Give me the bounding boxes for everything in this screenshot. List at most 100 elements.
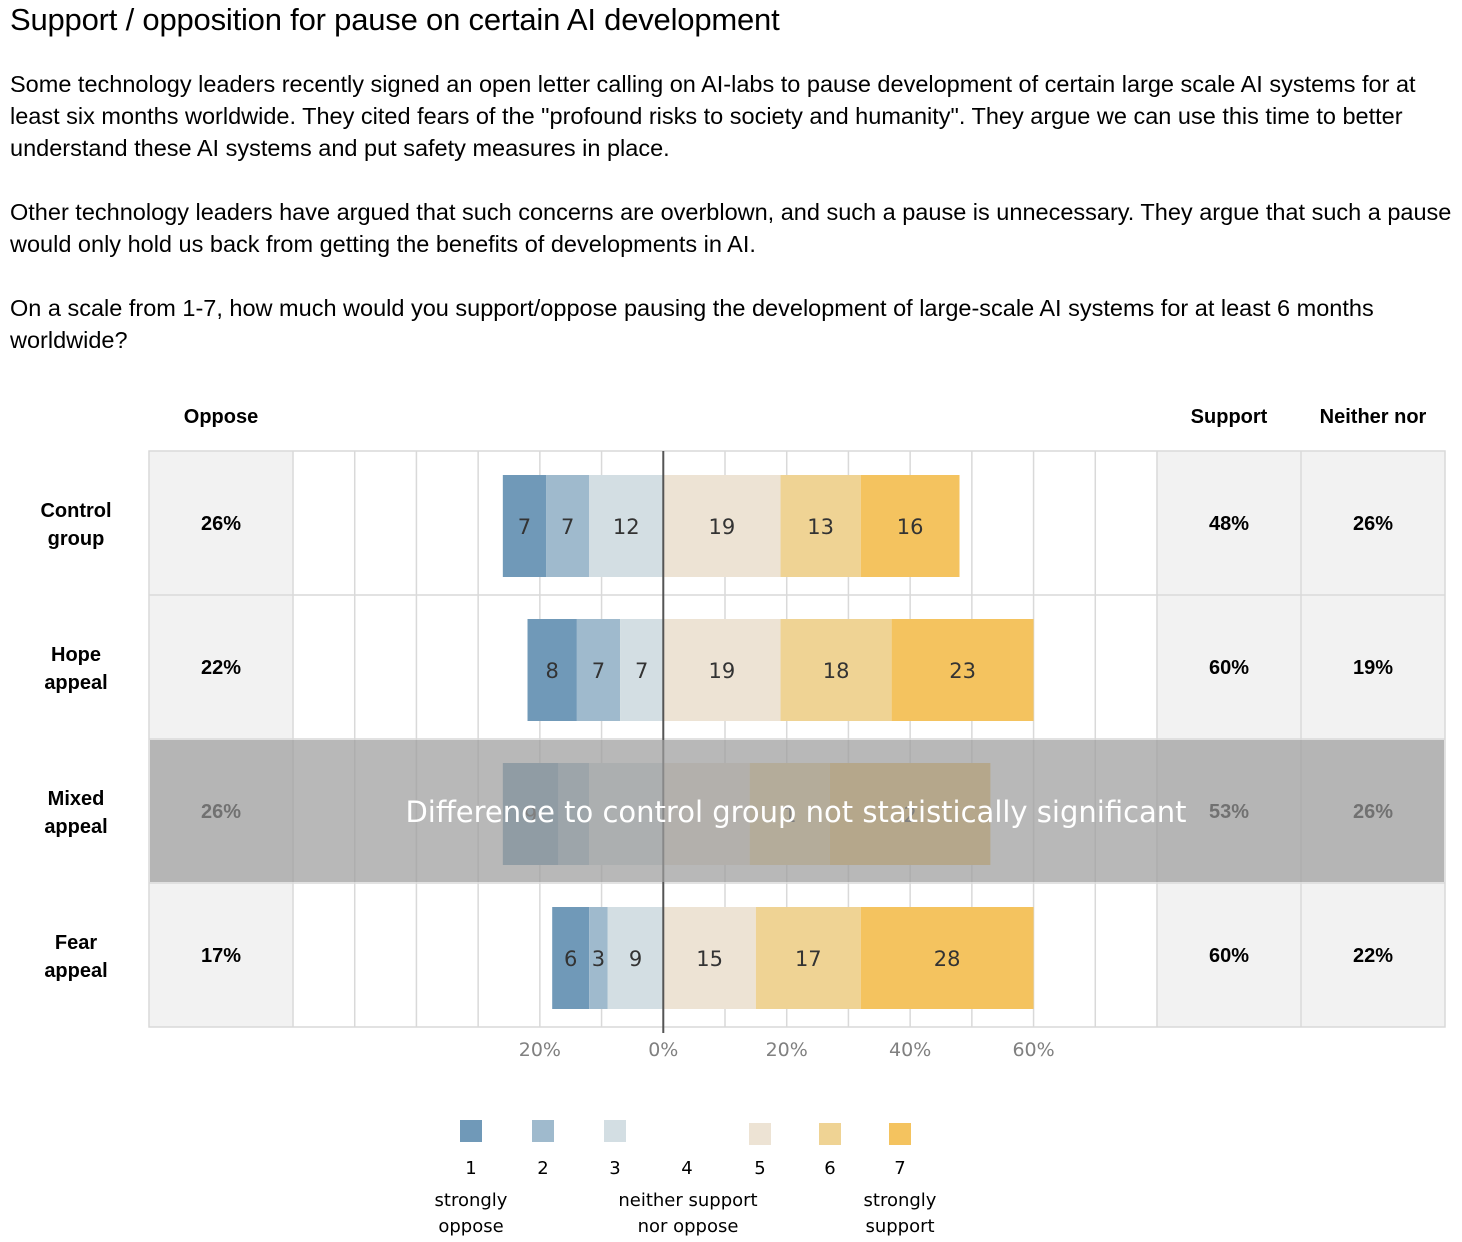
bar-segment — [780, 475, 861, 577]
legend-swatch — [604, 1120, 626, 1142]
bar-segment — [552, 907, 590, 1009]
support-percent: 60% — [1209, 657, 1249, 679]
bar-segment-label: 23 — [949, 659, 976, 683]
bar-segment-label: 7 — [561, 515, 574, 539]
legend-item: 4 neither support nor oppose — [618, 1158, 757, 1237]
chart-legend: 1 strongly oppose 2 3 4 neither support nor opp… — [435, 1120, 937, 1237]
support-percent: 48% — [1209, 513, 1249, 535]
legend-description: support — [865, 1216, 934, 1237]
bar-segment — [755, 907, 861, 1009]
bar-segment-label: 15 — [696, 947, 723, 971]
bar-segment — [663, 619, 781, 721]
legend-description: nor oppose — [638, 1216, 739, 1237]
row-label: Hope — [51, 644, 101, 666]
question-paragraph-1: Some technology leaders recently signed … — [10, 71, 1416, 161]
legend-description: oppose — [438, 1216, 503, 1237]
bar-segment-label: 6 — [564, 947, 577, 971]
neither-percent: 22% — [1353, 945, 1393, 967]
oppose-percent: 26% — [201, 513, 241, 535]
header-support: Support — [1191, 406, 1268, 428]
chart-title: Support / opposition for pause on certai… — [10, 2, 780, 37]
not-significant-overlay — [150, 740, 1444, 882]
chart-row: Fear appeal 6 3 9 15 17 28 17% 60% 22% — [44, 907, 1393, 1009]
bar-segment-label: 8 — [546, 659, 559, 683]
not-significant-note: Difference to control group not statisti… — [405, 795, 1186, 829]
row-label: appeal — [44, 960, 107, 982]
row-label: Control — [40, 500, 111, 522]
bar-segment — [780, 619, 892, 721]
bar-segment-label: 19 — [709, 659, 736, 683]
header-neither: Neither nor — [1320, 406, 1427, 428]
legend-swatch — [749, 1123, 771, 1145]
header-oppose: Oppose — [184, 406, 258, 428]
x-tick-label: 60% — [1012, 1039, 1054, 1061]
x-tick-label: 20% — [519, 1039, 561, 1061]
legend-item: 6 — [819, 1123, 841, 1179]
bar-segment — [891, 619, 1034, 721]
neither-percent: 19% — [1353, 657, 1393, 679]
row-label: Fear — [55, 932, 97, 954]
bar-segment — [607, 907, 664, 1009]
bar-segment-label: 3 — [592, 947, 605, 971]
legend-code: 3 — [609, 1158, 620, 1179]
bar-segment-label: 19 — [709, 515, 736, 539]
bar-segment — [502, 475, 547, 577]
x-tick-label: 20% — [766, 1039, 808, 1061]
chart-row: Control group 7 7 12 19 13 16 26% 48% 26% — [40, 475, 1393, 577]
chart-overlay: Difference to control group not statisti… — [150, 740, 1444, 882]
legend-code: 4 — [681, 1158, 692, 1179]
oppose-percent: 17% — [201, 945, 241, 967]
bar-segment — [576, 619, 621, 721]
bar-segment-label: 16 — [897, 515, 924, 539]
bar-segment-label: 7 — [592, 659, 605, 683]
bar-segment-label: 7 — [518, 515, 531, 539]
legend-item: 2 — [532, 1120, 554, 1179]
legend-item: 7 strongly support — [864, 1123, 937, 1237]
bar-segment-label: 7 — [635, 659, 648, 683]
neither-percent: 26% — [1353, 513, 1393, 535]
bar-segment-label: 13 — [807, 515, 834, 539]
bar-segment — [663, 907, 756, 1009]
legend-swatch — [460, 1120, 482, 1142]
row-label: Mixed — [48, 788, 105, 810]
legend-code: 1 — [465, 1158, 476, 1179]
bar-segment-label: 17 — [795, 947, 822, 971]
legend-code: 5 — [754, 1158, 765, 1179]
bar-segment — [589, 907, 608, 1009]
x-tick-label: 0% — [648, 1039, 678, 1061]
legend-item: 1 strongly oppose — [435, 1120, 508, 1237]
bar-segment-label: 9 — [629, 947, 642, 971]
legend-swatch — [532, 1120, 554, 1142]
row-label: appeal — [44, 816, 107, 838]
legend-swatch — [889, 1123, 911, 1145]
x-tick-label: 40% — [889, 1039, 931, 1061]
support-percent: 60% — [1209, 945, 1249, 967]
question-paragraph-2: Other technology leaders have argued tha… — [10, 199, 1452, 257]
legend-code: 6 — [824, 1158, 835, 1179]
oppose-percent: 22% — [201, 657, 241, 679]
bar-segment-label: 12 — [613, 515, 640, 539]
bar-segment — [546, 475, 590, 577]
bar-segment — [527, 619, 577, 721]
bar-segment-label: 28 — [934, 947, 961, 971]
bar-segment-label: 18 — [823, 659, 850, 683]
legend-item: 5 — [749, 1123, 771, 1179]
bar-segment — [620, 619, 664, 721]
legend-swatch — [819, 1123, 841, 1145]
question-paragraph-3: On a scale from 1-7, how much would you … — [10, 295, 1374, 353]
bar-segment — [663, 475, 781, 577]
bar-segment — [589, 475, 664, 577]
bar-segment — [860, 475, 960, 577]
chart-row: Hope appeal 8 7 7 19 18 23 22% 60% 19% — [44, 619, 1393, 721]
chart-border — [148, 450, 1446, 1028]
legend-item: 3 — [604, 1120, 626, 1179]
bar-segment — [860, 907, 1034, 1009]
legend-description: strongly — [435, 1190, 508, 1211]
row-label: group — [48, 528, 105, 550]
legend-code: 2 — [537, 1158, 548, 1179]
row-label: appeal — [44, 672, 107, 694]
legend-description: neither support — [618, 1190, 757, 1211]
legend-code: 7 — [894, 1158, 905, 1179]
legend-description: strongly — [864, 1190, 937, 1211]
